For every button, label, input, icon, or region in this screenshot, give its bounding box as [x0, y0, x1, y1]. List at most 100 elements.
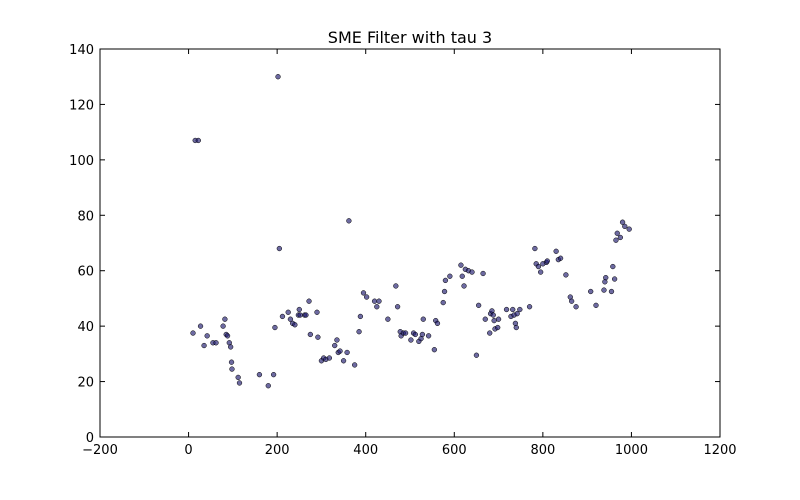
data-point — [544, 258, 550, 264]
data-point — [473, 352, 480, 358]
data-point — [482, 316, 488, 322]
data-point — [337, 348, 343, 354]
x-tick-label: −200 — [82, 443, 118, 458]
data-point — [224, 333, 231, 339]
data-point — [287, 316, 294, 322]
data-point — [402, 330, 409, 336]
data-point — [614, 230, 620, 236]
data-point — [588, 288, 594, 295]
data-point — [603, 274, 609, 281]
y-tick-label: 80 — [77, 209, 94, 224]
data-point — [265, 383, 271, 389]
data-point — [517, 306, 523, 313]
data-point — [376, 298, 382, 304]
data-point — [334, 337, 340, 343]
data-point — [344, 349, 350, 356]
chart-title: SME Filter with tau 3 — [328, 28, 492, 47]
data-point — [532, 245, 538, 252]
data-point — [204, 333, 210, 339]
data-point — [503, 306, 510, 313]
data-point — [279, 313, 286, 320]
x-tick-label: 400 — [353, 443, 378, 458]
y-tick-label: 0 — [86, 431, 94, 446]
y-tick-label: 120 — [69, 98, 94, 113]
data-point — [346, 218, 352, 224]
data-point — [461, 283, 467, 289]
data-point — [617, 234, 624, 241]
data-point — [306, 298, 312, 304]
data-point — [201, 342, 207, 349]
y-tick-label: 100 — [69, 154, 94, 169]
data-point — [351, 362, 358, 368]
data-point — [393, 283, 399, 289]
data-point — [371, 298, 378, 304]
x-tick-label: 1000 — [615, 443, 648, 458]
data-points — [190, 74, 632, 389]
data-point — [434, 320, 441, 327]
data-point — [235, 374, 241, 381]
x-tick-label: 200 — [265, 443, 290, 458]
data-point — [563, 272, 569, 278]
data-point — [458, 262, 464, 268]
data-point — [222, 316, 228, 322]
data-point — [256, 371, 263, 378]
data-point — [613, 237, 619, 243]
data-point — [526, 304, 533, 310]
data-point — [340, 358, 347, 364]
data-point — [514, 311, 520, 317]
data-point — [622, 223, 628, 230]
data-point — [469, 269, 475, 275]
plot-frame — [99, 48, 721, 438]
data-point — [593, 302, 599, 309]
data-point — [385, 316, 391, 322]
data-point — [303, 312, 309, 318]
data-point — [442, 277, 449, 284]
data-point — [601, 287, 607, 293]
data-point — [270, 371, 277, 378]
data-point — [285, 309, 291, 315]
data-point — [480, 270, 486, 277]
data-point — [441, 288, 448, 295]
data-point — [495, 324, 501, 331]
data-point — [356, 329, 362, 335]
data-point — [227, 344, 234, 350]
data-point — [374, 304, 380, 310]
data-point — [431, 347, 438, 353]
data-point — [425, 333, 432, 339]
y-tick-label: 40 — [77, 320, 94, 335]
data-point — [535, 263, 542, 270]
data-point — [510, 306, 516, 313]
data-point — [619, 219, 626, 225]
data-point — [447, 273, 453, 279]
data-point — [363, 294, 370, 300]
data-point — [408, 337, 414, 343]
data-point — [326, 355, 333, 361]
data-point — [297, 312, 303, 318]
data-point — [357, 313, 364, 320]
data-point — [459, 273, 465, 279]
data-point — [611, 276, 618, 282]
x-tick-label: 600 — [442, 443, 467, 458]
data-point — [412, 331, 418, 338]
data-point — [487, 330, 493, 336]
data-point — [360, 290, 367, 296]
x-tick-label: 800 — [530, 443, 555, 458]
data-point — [626, 226, 632, 232]
x-axis: −200 0 200 400 600 800 1000 1200 — [82, 49, 737, 458]
y-tick-label: 60 — [77, 265, 94, 280]
data-point — [220, 323, 226, 329]
data-point — [573, 304, 579, 310]
y-tick-label: 140 — [69, 43, 94, 58]
data-point — [394, 304, 401, 310]
y-tick-label: 20 — [77, 376, 94, 391]
data-point — [314, 309, 320, 315]
data-point — [315, 334, 321, 340]
data-point — [272, 324, 278, 331]
data-point — [568, 298, 575, 304]
data-point — [513, 324, 519, 331]
data-point — [332, 342, 338, 349]
data-point — [197, 323, 204, 329]
data-point — [495, 316, 502, 322]
data-point — [419, 331, 426, 338]
